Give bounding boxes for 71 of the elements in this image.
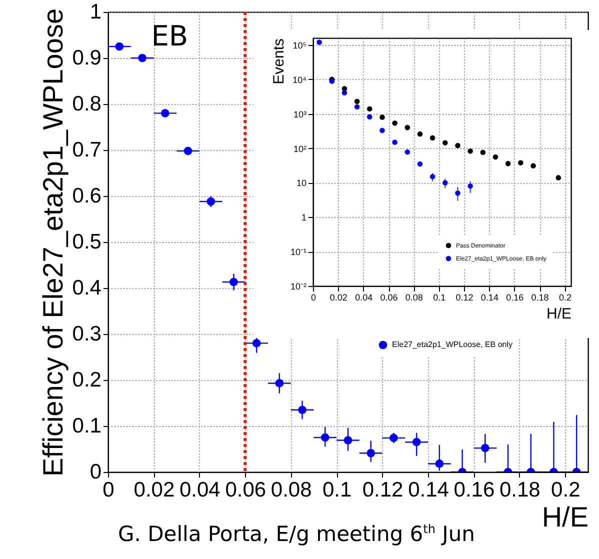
point [417,161,423,167]
y-tick-label: 1 [90,0,102,24]
point [366,106,372,112]
x-tick-label: 0.04 [355,292,373,302]
point [505,160,511,166]
x-tick-label: 0.02 [134,478,175,502]
y-tick-label: 0.7 [72,138,102,162]
point [442,140,448,146]
point [366,114,372,120]
y-tick-label: 1 [301,212,306,223]
x-tick-label: 0.16 [506,292,524,302]
x-tick-label: 0.16 [454,478,495,502]
x-tick-label: 0.1 [322,478,352,502]
x-tick-label: 0.18 [531,292,549,302]
annotation: EB [151,19,188,52]
legend-label: Ele27_eta2p1_WPLoose, EB only [392,340,513,349]
x-axis-title: H/E [542,502,588,532]
point [392,140,398,145]
point [354,98,360,104]
x-tick-label: 0.14 [408,478,450,502]
y-tick-label: 10 [296,178,306,188]
x-tick-label: 0 [310,292,316,302]
y-tick-label: 0.1 [72,414,102,438]
x-tick-label: 0.08 [405,292,423,302]
y-tick-label: 10⁴ [292,74,307,85]
x-tick-label: 0.18 [499,478,540,502]
point [404,149,410,155]
point [404,124,410,130]
x-tick-label: 0.06 [225,478,266,502]
y-tick-label: 0.5 [72,230,102,254]
point [354,104,360,110]
point [342,90,348,96]
point [316,40,322,45]
point [468,148,473,154]
y-axis-title: Events [270,38,288,84]
x-axis-title: H/E [546,306,572,322]
x-tick-label: 0.2 [551,478,580,502]
point [380,114,385,120]
point [530,163,536,168]
point [430,135,436,141]
y-tick-label: 10³ [293,109,306,120]
x-tick-label: 0.06 [380,292,398,302]
x-tick-label: 0.12 [456,292,474,302]
x-tick-label: 0.04 [179,478,221,502]
point [492,154,498,160]
y-tick-label: 10⁻² [290,282,306,292]
y-tick-label: 10⁵ [292,40,307,51]
y-tick-label: 0.2 [72,368,102,392]
y-tick-label: 0 [90,460,102,484]
point [380,128,385,134]
point [392,120,398,126]
point [417,131,423,137]
point [480,150,486,156]
y-tick-label: 0.3 [72,322,102,346]
y-tick-label: 0.6 [72,184,102,208]
y-axis-title: Efficiency of Ele27_eta2p1_WPLoose [37,8,68,477]
y-tick-label: 10⁻¹ [290,247,306,258]
y-tick-label: 10² [293,144,306,154]
x-tick-label: 0.2 [558,292,572,302]
y-tick-label: 0.9 [72,46,102,70]
point [455,142,460,148]
y-tick-label: 0.4 [72,276,102,300]
x-tick-label: 0.12 [362,478,404,502]
x-tick-label: 0.08 [270,478,312,502]
text: G. Della Porta, E/g meeting 6$^{th}$ Jun [118,522,475,546]
point [518,160,524,166]
x-tick-label: 0.1 [433,292,446,302]
x-tick-label: 0.14 [480,292,498,302]
y-tick-label: 0.8 [72,92,102,116]
x-tick-label: 0.02 [330,292,348,302]
point [556,175,562,180]
